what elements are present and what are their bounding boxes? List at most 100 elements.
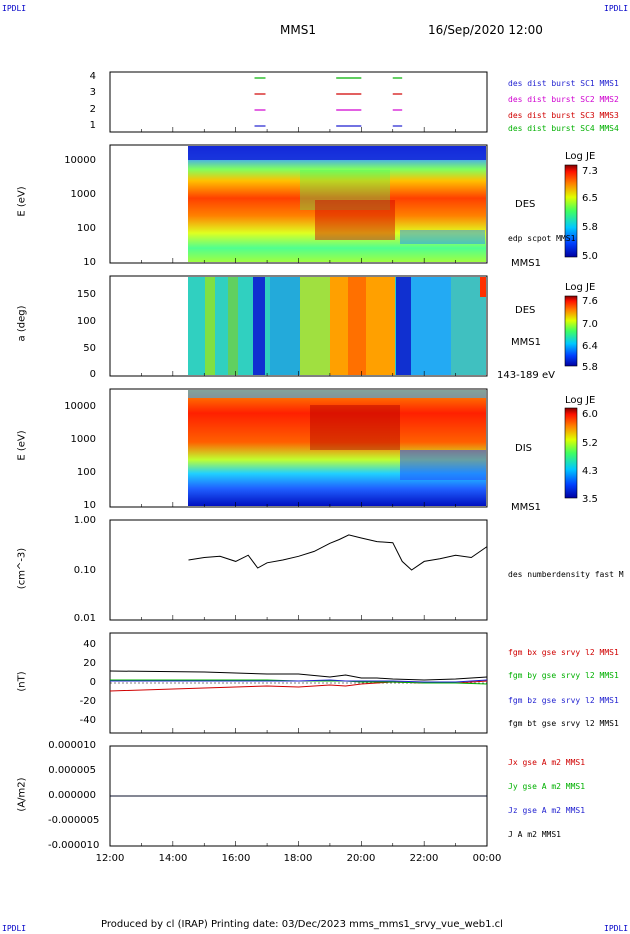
p7-ytick: -0.000005 [48,815,100,826]
p3-ytick: 50 [83,343,96,354]
panel6-field [109,670,488,692]
colorbar-panel3 [564,295,578,367]
axis-ticks [109,127,488,846]
p3-cb-tick: 5.8 [582,362,598,373]
p2-ytick: 10 [83,257,96,268]
p6-legend: fgm by gse srvy l2 MMS1 [508,671,619,680]
p3-cb-tick: 7.0 [582,319,598,330]
p3-colorbar-title: Log JE [565,282,596,293]
x-tick: 14:00 [158,853,188,864]
p2-colorbar-title: Log JE [565,151,596,162]
p4-instrument-label: DIS [515,443,532,454]
p4-cb-tick: 3.5 [582,494,598,505]
p2-instrument-label: DES [515,199,536,210]
p2-cb-tick: 7.3 [582,166,598,177]
p2-ytick: 1000 [70,189,96,200]
p2-ytick: 10000 [64,155,96,166]
panel1-frame [109,71,488,133]
p5-ytick: 0.10 [73,565,96,576]
panel5-frame [109,519,488,621]
p6-legend: fgm bz gse srvy l2 MMS1 [508,696,619,705]
panel5-density [188,534,488,571]
p3-ytick: 150 [76,289,96,300]
corner-logo-bottom-left: IPDLI [2,924,27,933]
p2-scpot-label: edp scpot MMS1 [508,234,576,243]
p1-ytick: 3 [89,87,96,98]
p7-ylabel: (A/m2) [16,777,28,812]
p1-ytick: 4 [89,71,96,82]
p3-ylabel: a (deg) [16,305,28,342]
p5-ytick: 1.00 [73,515,96,526]
p3-cb-tick: 7.6 [582,296,598,307]
p2-cb-tick: 6.5 [582,193,598,204]
spacecraft-title: MMS1 [280,23,316,37]
x-tick: 12:00 [95,853,125,864]
p5-legend: des numberdensity fast M [508,570,624,579]
p7-ytick: 0.000010 [48,740,96,751]
field-line-3 [109,670,488,681]
p7-legend: Jz gse A m2 MMS1 [508,806,586,815]
p7-legend: Jx gse A m2 MMS1 [508,758,586,767]
p6-ytick: 40 [83,639,96,650]
p6-ylabel: (nT) [16,671,28,692]
p5-ylabel: (cm^-3) [16,547,28,590]
p6-ytick: 0 [89,677,96,688]
p1-ytick: 1 [89,120,96,131]
panel4-spectrogram [188,390,486,506]
p3-ytick: 100 [76,316,96,327]
x-tick: 18:00 [283,853,313,864]
corner-logo-bottom-right: IPDLI [604,924,629,933]
p6-ytick: -40 [79,715,96,726]
p4-ytick: 100 [76,467,96,478]
datetime-title: 16/Sep/2020 12:00 [428,23,543,37]
panel1-bursts [254,77,403,127]
p3-ytick: 0 [89,369,96,380]
p4-cb-tick: 4.3 [582,466,598,477]
p4-ytick: 10000 [64,401,96,412]
panel3-spectrogram [188,277,486,375]
colorbar-panel2 [564,164,578,258]
x-tick: 00:00 [472,853,502,864]
panel2-spectrogram [188,146,486,262]
p1-legend: des dist burst SC1 MMS1 [508,79,619,88]
p2-sc-label: MMS1 [511,258,541,269]
p7-ytick: 0.000005 [48,765,96,776]
p4-sc-label: MMS1 [511,502,541,513]
p4-colorbar-title: Log JE [565,395,596,406]
p1-legend: des dist burst SC4 MMS4 [508,124,619,133]
density-line [188,534,488,571]
field-line-2 [110,679,488,683]
x-tick: 16:00 [221,853,251,864]
x-tick: 22:00 [409,853,439,864]
p2-cb-tick: 5.0 [582,251,598,262]
p1-legend: des dist burst SC2 MMS2 [508,95,619,104]
p7-ytick: -0.000010 [48,840,100,851]
p6-legend: fgm bt gse srvy l2 MMS1 [508,719,619,728]
p4-cb-tick: 5.2 [582,438,598,449]
p3-sc-label: MMS1 [511,337,541,348]
p2-ylabel: E (eV) [16,186,28,217]
p2-ytick: 100 [76,223,96,234]
p4-ytick: 1000 [70,434,96,445]
p3-energy-label: 143-189 eV [497,370,555,381]
x-tick: 20:00 [346,853,376,864]
corner-logo-right: IPDLI [604,4,629,13]
p3-cb-tick: 6.4 [582,341,598,352]
footer-credit: Produced by cl (IRAP) Printing date: 03/… [101,919,503,930]
p4-ytick: 10 [83,500,96,511]
p3-instrument-label: DES [515,305,536,316]
p1-legend: des dist burst SC3 MMS3 [508,111,619,120]
p1-ytick: 2 [89,104,96,115]
p4-ylabel: E (eV) [16,430,28,461]
p2-cb-tick: 5.8 [582,222,598,233]
p4-cb-tick: 6.0 [582,409,598,420]
p7-ytick: 0.000000 [48,790,96,801]
p6-legend: fgm bx gse srvy l2 MMS1 [508,648,619,657]
colorbar-panel4 [564,407,578,499]
p5-ytick: 0.01 [73,613,96,624]
p7-legend: Jy gse A m2 MMS1 [508,782,586,791]
p6-ytick: -20 [79,696,96,707]
p7-legend: J A m2 MMS1 [508,830,561,839]
p6-ytick: 20 [83,658,96,669]
